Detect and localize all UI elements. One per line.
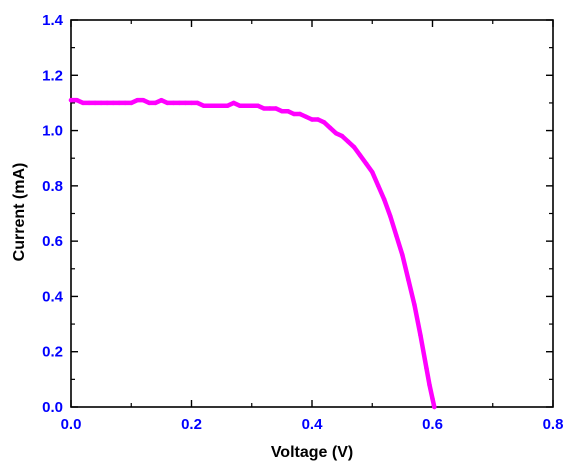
data-point <box>315 117 321 122</box>
data-point <box>255 103 260 108</box>
series-layer <box>68 97 437 410</box>
data-point <box>309 117 315 122</box>
data-point <box>297 111 303 117</box>
data-point <box>339 133 345 139</box>
y-tick-label: 0.0 <box>42 399 63 416</box>
y-axis-title: Current (mA) <box>11 163 28 262</box>
data-point <box>231 100 236 106</box>
data-point <box>135 97 140 103</box>
data-point <box>351 144 357 150</box>
data-point <box>195 100 200 106</box>
y-tick-label: 0.8 <box>42 178 63 195</box>
data-point <box>267 106 273 111</box>
data-point <box>412 302 417 307</box>
data-point <box>327 125 333 131</box>
data-point <box>249 103 254 108</box>
y-tick-label: 0.4 <box>42 288 64 305</box>
data-point <box>110 100 116 106</box>
data-point <box>237 103 242 108</box>
data-point <box>273 106 279 111</box>
y-tick-label: 0.6 <box>42 233 63 250</box>
data-point <box>303 114 309 119</box>
data-point <box>141 97 146 103</box>
y-axis-ticks: 0.0 0.2 0.4 0.6 0.8 1.0 1.2 1.4 <box>42 12 553 416</box>
data-point <box>129 100 134 106</box>
data-point <box>394 233 399 238</box>
data-point <box>183 100 188 106</box>
data-point <box>376 183 381 189</box>
plot-frame <box>70 19 554 408</box>
data-point <box>388 214 393 219</box>
data-point <box>370 169 375 175</box>
y-tick-label: 0.2 <box>42 344 63 361</box>
data-point <box>92 100 98 106</box>
data-point <box>74 97 80 103</box>
data-point <box>432 404 437 410</box>
data-point <box>147 100 152 106</box>
data-point <box>285 109 291 114</box>
x-axis-ticks: 0.0 0.2 0.4 0.6 0.8 <box>61 20 564 433</box>
iv-curve-line <box>68 97 437 410</box>
data-point <box>123 100 128 106</box>
data-point <box>333 131 339 136</box>
data-point <box>406 277 411 283</box>
data-point <box>68 97 74 103</box>
x-tick-label: 0.0 <box>61 416 82 433</box>
data-point <box>219 103 224 108</box>
data-point <box>104 100 110 106</box>
x-tick-label: 0.2 <box>181 416 202 433</box>
data-point <box>424 366 429 371</box>
data-point <box>177 100 182 106</box>
x-tick-label: 0.8 <box>543 416 564 433</box>
data-point <box>279 109 285 114</box>
data-point <box>427 382 432 388</box>
data-point <box>243 103 248 108</box>
y-tick-label: 1.0 <box>42 123 63 140</box>
data-point <box>153 100 158 106</box>
plot-border <box>70 19 554 408</box>
data-point <box>165 100 170 106</box>
data-point <box>345 139 351 144</box>
data-point <box>358 153 363 158</box>
data-point <box>207 103 212 108</box>
data-point <box>261 106 266 111</box>
y-tick-label: 1.2 <box>42 67 63 84</box>
data-point <box>321 120 327 125</box>
data-point <box>98 100 104 106</box>
data-point <box>364 161 369 166</box>
x-axis-title: Voltage (V) <box>271 444 353 461</box>
y-tick-label: 1.4 <box>42 12 64 29</box>
data-point <box>171 100 176 106</box>
x-tick-label: 0.6 <box>422 416 443 433</box>
x-tick-label: 0.4 <box>302 416 324 433</box>
data-point <box>430 396 435 401</box>
data-point <box>400 252 405 258</box>
data-point <box>382 197 387 202</box>
data-point <box>159 97 164 103</box>
data-point <box>117 100 122 106</box>
data-point <box>213 103 218 108</box>
data-point <box>201 103 206 108</box>
data-point <box>225 103 230 108</box>
data-point <box>86 100 92 106</box>
data-point <box>80 100 86 106</box>
data-point <box>291 111 297 117</box>
data-point <box>418 332 423 338</box>
data-point <box>189 100 194 106</box>
